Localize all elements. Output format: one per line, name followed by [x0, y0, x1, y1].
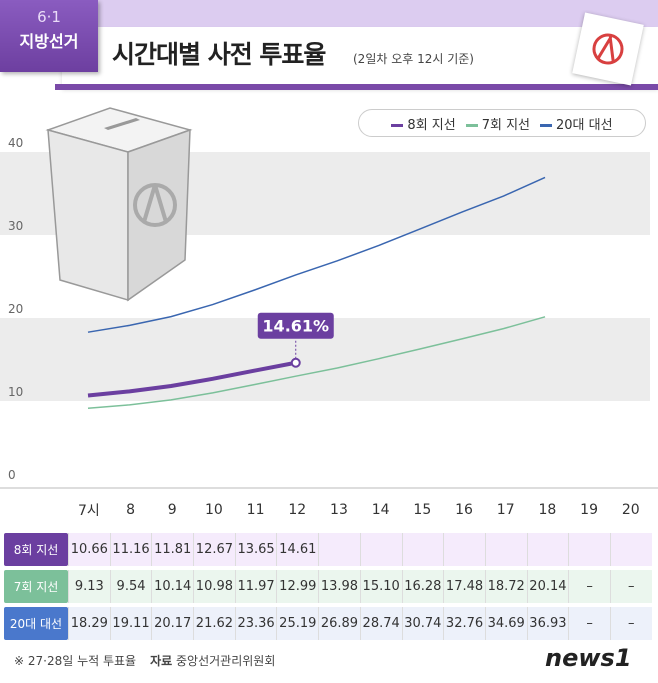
y-tick-label: 10 [8, 385, 23, 399]
table-cell: 15.10 [359, 570, 402, 603]
table-cell: 26.89 [318, 607, 360, 640]
table-cell: 13.65 [234, 533, 277, 566]
table-cell: 16.28 [401, 570, 444, 603]
ballot-stamp-icon [572, 12, 644, 86]
table-cell: 32.76 [443, 607, 485, 640]
table-cell: 11.81 [151, 533, 193, 566]
election-badge: 6·1 지방선거 [0, 0, 98, 72]
table-cell: 20.14 [526, 570, 569, 603]
row-label: 8회 지선 [4, 533, 68, 566]
news1-logo: news1 [545, 644, 632, 672]
column-header: 8 [126, 502, 135, 518]
column-header: 19 [580, 502, 598, 518]
table-cell: 34.69 [484, 607, 527, 640]
table-cell: 21.62 [193, 607, 235, 640]
title-bar [62, 27, 658, 87]
table-cell [609, 533, 652, 566]
table-cell: 11.97 [234, 570, 277, 603]
table-cell [359, 533, 402, 566]
table-cell [526, 533, 569, 566]
column-header: 13 [330, 502, 348, 518]
table-cell: 28.74 [359, 607, 402, 640]
column-header: 7시 [77, 503, 100, 519]
table-cell: 13.98 [318, 570, 360, 603]
table-cell: 10.98 [193, 570, 235, 603]
column-header: 14 [371, 502, 390, 518]
title-underline [55, 84, 658, 90]
page-subtitle: (2일차 오후 12시 기준) [353, 52, 474, 66]
table-cell: – [609, 607, 652, 640]
row-label: 20대 대선 [4, 607, 68, 640]
column-header: 20 [621, 502, 640, 518]
table-cell: 11.16 [109, 533, 152, 566]
column-header: 11 [246, 502, 265, 518]
table-cell: – [568, 607, 610, 640]
table-cell: 18.72 [484, 570, 527, 603]
table-cell: 12.67 [193, 533, 235, 566]
y-tick-label: 40 [8, 136, 23, 150]
table-cell: 25.19 [276, 607, 318, 640]
series-line [87, 176, 546, 333]
y-tick-label: 20 [8, 302, 23, 316]
page-title: 시간대별 사전 투표율 [112, 40, 326, 69]
table-cell: – [609, 570, 652, 603]
column-header: 15 [413, 502, 432, 518]
table-cell [401, 533, 444, 566]
column-header: 18 [538, 502, 557, 518]
column-header: 12 [288, 502, 307, 518]
legend-item: 8회 지선 [391, 114, 456, 133]
table-cell: – [568, 570, 610, 603]
table-cell [443, 533, 485, 566]
column-header: 10 [204, 502, 223, 518]
series-line [87, 316, 546, 409]
data-point [290, 357, 301, 368]
table-header-row: 7시 8 9 10 11 12 13 14 15 16 17 18 19 20 [4, 491, 652, 529]
annotation-box [257, 312, 334, 339]
table-row: 20대 대선 18.29 19.11 20.17 21.62 23.36 25.19 26.8… [4, 607, 652, 640]
table-cell [568, 533, 610, 566]
table-row: 8회 지선 10.66 11.16 11.81 12.67 13.65 14.61 [4, 533, 652, 566]
y-tick-label: 0 [8, 468, 16, 482]
badge-text: 지방선거 [19, 32, 79, 51]
table-cell: 14.61 [276, 533, 318, 566]
row-label: 7회 지선 [4, 570, 68, 603]
source: 중앙선거관리위원회 [176, 654, 276, 668]
table-cell: 10.66 [68, 533, 110, 566]
annotation-label: 14.61% [262, 317, 329, 336]
top-band [0, 0, 658, 27]
footer-note: ※ 27·28일 누적 투표율 [14, 654, 137, 668]
table-cell: 9.13 [68, 570, 110, 603]
table-cell: 18.29 [68, 607, 110, 640]
table-cell: 30.74 [401, 607, 444, 640]
table-row: 7회 지선 9.13 9.54 10.14 10.98 11.97 12.99 13.98 15… [4, 570, 652, 603]
table-cell: 19.11 [109, 607, 152, 640]
legend-item: 20대 대선 [540, 114, 613, 133]
series-line [87, 360, 297, 398]
table-cell: 10.14 [151, 570, 193, 603]
data-table: 7시 8 9 10 11 12 13 14 15 16 17 18 19 20 8회 지선 10.66 11.… [4, 487, 652, 644]
table-cell: 17.48 [443, 570, 485, 603]
column-header: 17 [496, 502, 515, 518]
source-label: 자료 [150, 654, 173, 668]
column-header: 9 [167, 502, 177, 518]
table-cell: 9.54 [109, 570, 152, 603]
table-cell: 12.99 [276, 570, 318, 603]
column-header: 16 [455, 502, 473, 518]
badge-date: 6·1 [37, 8, 61, 26]
footer: ※ 27·28일 누적 투표율 자료 중앙선거관리위원회 [14, 652, 275, 669]
ballot-box-icon [45, 107, 193, 302]
table-cell [318, 533, 360, 566]
legend-item: 7회 지선 [465, 114, 530, 133]
table-cell: 23.36 [234, 607, 277, 640]
table-cell: 20.17 [151, 607, 193, 640]
y-tick-label: 30 [8, 219, 23, 233]
table-cell: 36.93 [526, 607, 569, 640]
legend: 8회 지선 7회 지선 20대 대선 [358, 109, 646, 137]
table-cell [484, 533, 527, 566]
